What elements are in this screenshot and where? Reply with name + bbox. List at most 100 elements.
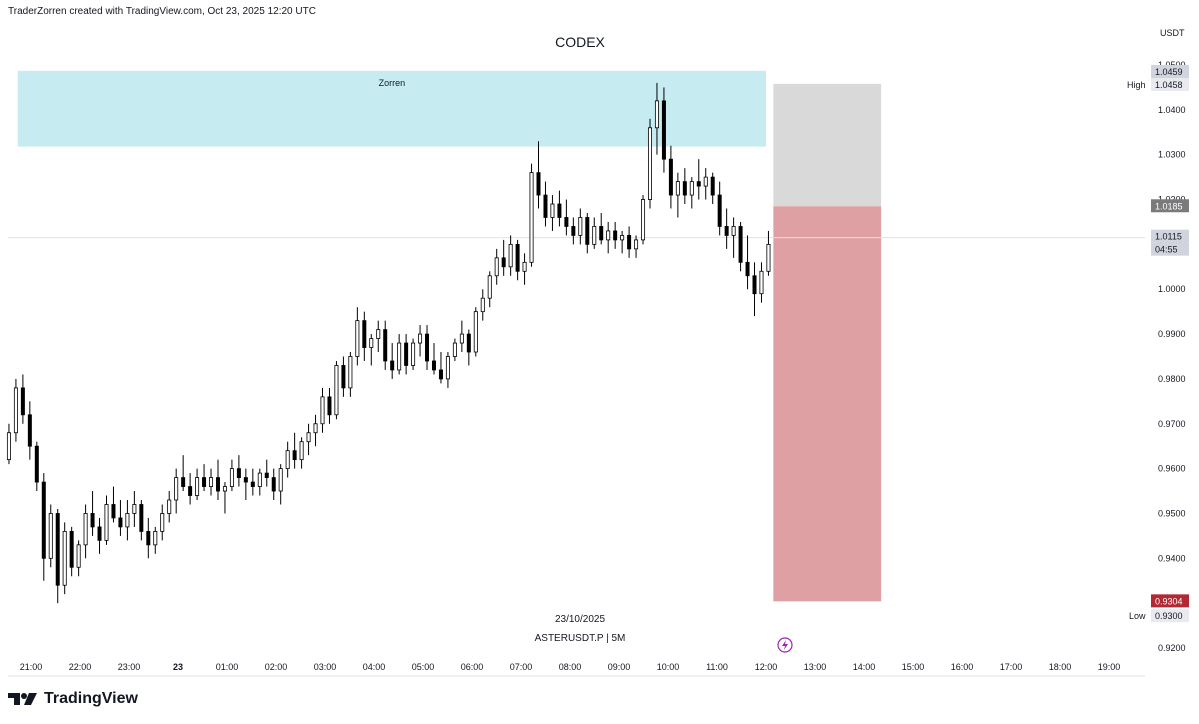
candle-body — [543, 194, 548, 218]
candle-body — [425, 333, 430, 362]
candle — [132, 491, 137, 527]
candle-body — [313, 423, 318, 434]
high-label: High — [1127, 80, 1146, 90]
candle-body — [362, 320, 367, 348]
x-tick-label: 16:00 — [951, 662, 974, 672]
candle-body — [167, 499, 172, 514]
stop-tag: 0.9304 — [1155, 596, 1183, 606]
candle — [209, 468, 214, 496]
candle — [752, 262, 757, 317]
candle-body — [724, 226, 729, 236]
candle — [97, 517, 102, 554]
candle — [181, 455, 186, 492]
candle-body — [341, 365, 346, 389]
candle-body — [668, 158, 673, 196]
candle-body — [438, 369, 443, 380]
candle-body — [682, 181, 687, 196]
candle — [139, 500, 144, 541]
x-tick-label: 11:00 — [706, 662, 728, 672]
x-tick-label: 01:00 — [216, 662, 239, 672]
x-tick-label: 15:00 — [902, 662, 925, 672]
candle — [83, 504, 88, 559]
candle-body — [654, 100, 659, 129]
tradingview-logo[interactable]: TradingView — [8, 690, 138, 708]
candle-body — [41, 481, 46, 559]
last-price-tag: 1.0115 — [1155, 232, 1182, 242]
candle — [411, 338, 416, 370]
stop-area[interactable] — [773, 206, 882, 602]
x-tick-label: 19:00 — [1098, 662, 1121, 672]
entry-tag: 1.0185 — [1155, 201, 1183, 211]
candle — [766, 230, 771, 276]
candle-body — [717, 194, 722, 227]
candle — [383, 320, 388, 370]
candle-body — [257, 472, 262, 487]
candle-body — [529, 172, 534, 263]
candle-body — [480, 297, 485, 313]
candle — [592, 217, 597, 249]
candle-body — [62, 531, 67, 586]
candle — [27, 401, 32, 460]
candle — [724, 208, 729, 249]
candle — [647, 118, 652, 209]
y-tick-label: 1.0000 — [1158, 284, 1186, 294]
stop-tag-bg — [1151, 594, 1189, 608]
candle — [529, 163, 534, 267]
candle — [717, 181, 722, 236]
y-tick-label: 1.0300 — [1158, 150, 1186, 160]
candle-body — [195, 477, 200, 496]
candle — [689, 177, 694, 209]
candle-body — [13, 387, 18, 434]
target-area[interactable] — [773, 83, 882, 207]
y-axis[interactable]: 1.05001.04001.03001.02001.01001.00000.99… — [1158, 60, 1186, 653]
candle-body — [20, 387, 25, 416]
candle-body — [271, 477, 276, 492]
chart-title: CODEX — [555, 34, 605, 50]
candle-body — [703, 176, 708, 187]
candle — [76, 540, 81, 577]
candle-body — [292, 450, 297, 461]
tradingview-logo-text: TradingView — [44, 690, 138, 707]
candle — [480, 289, 485, 321]
y-tick-label: 0.9200 — [1158, 643, 1186, 653]
candle — [585, 212, 590, 254]
candle-body — [348, 356, 353, 389]
candle — [20, 374, 25, 424]
candle-body — [759, 270, 764, 295]
last-price-tag-bg — [1151, 229, 1189, 243]
candle — [675, 172, 680, 218]
candle-body — [745, 261, 750, 277]
candle-body — [696, 181, 701, 187]
resistance-zone[interactable] — [17, 70, 766, 147]
candle-body — [90, 513, 95, 528]
candle-body — [376, 329, 381, 339]
x-axis[interactable]: 21:00 22:00 23:00 23 01:00 02:00 03:00 04:00 05:… — [20, 662, 1121, 672]
lightning-icon[interactable] — [777, 637, 793, 653]
candle-body — [125, 513, 130, 528]
candle — [620, 230, 625, 254]
candle — [599, 212, 604, 245]
candle — [188, 473, 193, 505]
x-tick-label: 08:00 — [559, 662, 582, 672]
candle-body — [431, 360, 436, 371]
candle — [613, 221, 618, 249]
candle-body — [766, 243, 771, 272]
chart-date: 23/10/2025 — [554, 614, 606, 625]
x-tick-label: 23 — [173, 662, 183, 672]
candle-body — [243, 477, 248, 483]
candle — [578, 208, 583, 245]
candle — [69, 526, 74, 577]
countdown-tag: 04:55 — [1155, 245, 1178, 255]
candle — [487, 271, 492, 308]
candle-body — [369, 338, 374, 348]
candle-body — [139, 504, 144, 532]
candle-body — [627, 235, 632, 250]
candle-body — [111, 504, 116, 519]
x-tick-label: 06:00 — [461, 662, 484, 672]
candle — [250, 468, 255, 496]
x-tick-label: 17:00 — [1000, 662, 1023, 672]
candles-group — [6, 82, 771, 604]
x-tick-label: 22:00 — [69, 662, 92, 672]
candle — [466, 329, 471, 366]
